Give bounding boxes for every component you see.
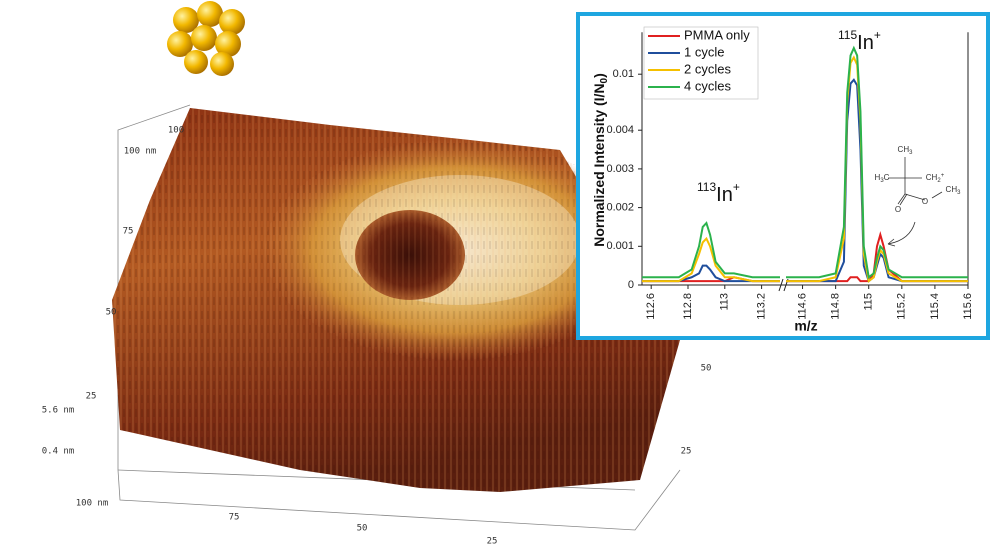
molecule-atom: CH [926,173,938,182]
molecule-sub: 2 [937,178,941,184]
nanocluster [167,1,245,76]
legend-label: 2 cycles [684,61,731,76]
y-axis-label: Normalized Intensity (I/N0) [591,73,610,247]
molecule-sub: 3 [909,150,913,156]
annotation-ion: In [857,32,874,54]
afm-label: 75 [123,227,134,237]
x-tick-label: 113 [719,293,731,311]
legend-frame [643,26,759,100]
series-line [642,236,780,283]
afm-label: 25 [487,537,498,547]
afm-label: 75 [229,513,240,523]
molecule-sub: 3 [880,178,884,184]
x-tick-label: 114.6 [796,293,808,320]
annotation-mass: 115 [838,28,857,42]
y-tick-label: 0.002 [606,202,634,214]
afm-label: 50 [357,524,368,534]
x-tick-label: 115.4 [929,293,941,320]
legend-label: 4 cycles [684,78,731,93]
annotation: 113In+ [697,180,740,206]
series-line [786,78,968,283]
x-tick-label: 112.8 [682,293,694,320]
y-tick-label: 0.01 [613,68,634,80]
molecule-atom: CH [898,145,910,154]
molecule-label: CH2+ [926,173,945,184]
x-axis-label: m/z [794,318,817,334]
afm-label: 100 nm [124,147,157,157]
y-tick-label: 0.001 [606,240,634,252]
afm-label: 5.6 nm [42,406,75,416]
molecule-label: O [895,205,901,214]
x-tick-label: 114.8 [830,293,842,320]
molecule-label: H3C [875,173,890,183]
afm-label: 100 [168,126,184,136]
series-line [642,221,780,279]
molecule [887,157,943,247]
x-tick-label: 115.2 [896,293,908,320]
afm-label: 0.4 nm [42,447,75,457]
series-line [786,45,968,280]
y-axis-label-end: ) [591,73,607,78]
y-axis-label-text: Normalized Intensity (I/N [591,83,607,246]
molecule-atom: H [875,173,881,182]
annotation-charge: + [733,180,740,194]
afm-label: 50 [701,364,712,374]
annotation: 115In+ [838,28,881,54]
afm-label: 50 [106,308,117,318]
molecule-label: CH3 [898,145,914,155]
annotation-mass: 113 [697,180,716,194]
series-line [786,55,968,283]
y-tick-label: 0.004 [606,124,634,136]
molecule-label: O [922,197,928,206]
molecule-atom: CH [946,185,958,194]
y-axis-label-sub: 0 [599,77,610,83]
molecule-atom-end: C [884,173,890,182]
molecule-sub: 3 [957,190,961,196]
afm-label: 25 [681,447,692,457]
x-tick-label: 112.6 [645,293,657,320]
legend-label: PMMA only [684,27,750,42]
molecule-sup: + [941,173,945,179]
afm-label: 25 [86,392,97,402]
annotation-ion: In [716,184,733,206]
x-tick-label: 115.6 [962,293,974,320]
y-tick-label: 0.003 [606,163,634,175]
afm-surface [112,108,680,492]
x-tick-label: 115 [863,293,875,311]
x-tick-label: 113.2 [756,293,768,320]
afm-label: 100 nm [76,499,109,509]
legend-label: 1 cycle [684,44,724,59]
y-tick-label: 0 [628,279,634,291]
molecule-atom: O [922,197,928,206]
annotation-charge: + [874,28,881,42]
molecule-atom: O [895,205,901,214]
molecule-label: CH3 [946,185,962,195]
